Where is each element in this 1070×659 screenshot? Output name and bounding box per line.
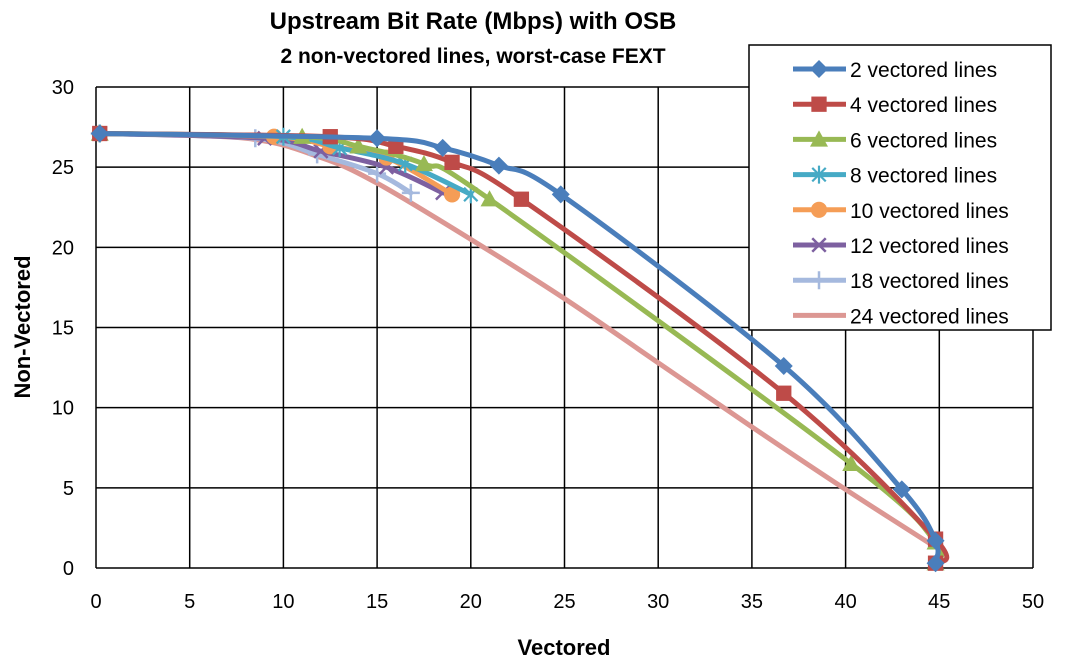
legend-label: 2 vectored lines: [850, 59, 997, 82]
data-point: [926, 554, 945, 573]
data-point: [90, 124, 109, 143]
data-point: [810, 130, 828, 147]
data-point: [811, 237, 827, 253]
legend-item: 8 vectored lines: [793, 165, 997, 188]
x-tick-label: 15: [366, 591, 388, 613]
legend-item: 6 vectored lines: [793, 129, 997, 152]
legend-item: 12 vectored lines: [793, 235, 1009, 258]
legend-item: 24 vectored lines: [793, 305, 1009, 328]
data-point: [443, 186, 461, 203]
y-tick-label: 5: [63, 478, 74, 500]
x-axis-title: Vectored: [518, 635, 611, 659]
data-point: [810, 60, 828, 78]
x-tick-label: 20: [460, 591, 482, 613]
data-point: [892, 480, 911, 499]
data-point: [444, 154, 460, 171]
data-point: [414, 154, 433, 172]
data-point: [810, 271, 828, 290]
legend-label: 18 vectored lines: [850, 270, 1009, 293]
legend-item: 18 vectored lines: [793, 270, 1009, 293]
data-point: [811, 165, 827, 184]
data-point: [513, 191, 530, 207]
data-point: [368, 164, 387, 183]
legend-label: 4 vectored lines: [850, 94, 997, 117]
y-tick-label: 20: [52, 237, 74, 259]
data-point: [349, 137, 368, 154]
x-tick-label: 45: [928, 591, 950, 613]
legend-items: 2 vectored lines 4 vectored lines 6 vector…: [793, 59, 1009, 328]
data-point: [926, 531, 945, 550]
chart-title: Upstream Bit Rate (Mbps) with OSB: [270, 8, 677, 35]
data-point: [811, 96, 827, 112]
data-point: [433, 138, 452, 157]
legend-label: 6 vectored lines: [850, 129, 997, 152]
x-tick-label: 30: [647, 591, 669, 613]
legend: 2 vectored lines 4 vectored lines 6 vector…: [748, 44, 1052, 331]
x-tick-label: 25: [553, 591, 575, 613]
y-tick-label: 30: [52, 77, 74, 99]
data-point: [776, 385, 792, 401]
x-tick-label: 50: [1022, 591, 1044, 613]
data-point: [489, 156, 508, 175]
x-tick-label: 5: [184, 591, 195, 613]
data-point: [774, 356, 793, 375]
data-point: [368, 129, 387, 148]
x-tick-label: 10: [272, 591, 294, 613]
data-point: [401, 183, 420, 202]
legend-item: 4 vectored lines: [793, 94, 997, 117]
legend-label: 8 vectored lines: [850, 165, 997, 188]
data-point: [480, 190, 499, 207]
x-tick-label: 0: [90, 591, 101, 613]
y-tick-label: 25: [52, 157, 74, 179]
series-1: [90, 124, 945, 573]
x-tick-label: 40: [834, 591, 856, 613]
y-tick-label: 0: [63, 558, 74, 580]
tick-labels: 0 5 10 15 20 25 30 35 40 45 50 0 5 10 15 20 25 30: [52, 77, 1044, 613]
y-axis-title: Non-Vectored: [10, 255, 35, 398]
legend-label: 12 vectored lines: [850, 235, 1009, 258]
data-point: [388, 138, 404, 154]
y-tick-label: 15: [52, 318, 74, 340]
legend-item: 10 vectored lines: [793, 200, 1009, 223]
legend-label: 10 vectored lines: [850, 200, 1009, 223]
data-point: [842, 454, 861, 471]
series-layer: [90, 124, 950, 573]
data-point: [551, 185, 570, 204]
y-tick-label: 10: [52, 398, 74, 420]
legend-item: 2 vectored lines: [793, 59, 997, 82]
data-point: [810, 201, 828, 218]
chart-subtitle: 2 non-vectored lines, worst-case FEXT: [280, 45, 665, 68]
x-tick-label: 35: [741, 591, 763, 613]
legend-label: 24 vectored lines: [850, 305, 1009, 328]
